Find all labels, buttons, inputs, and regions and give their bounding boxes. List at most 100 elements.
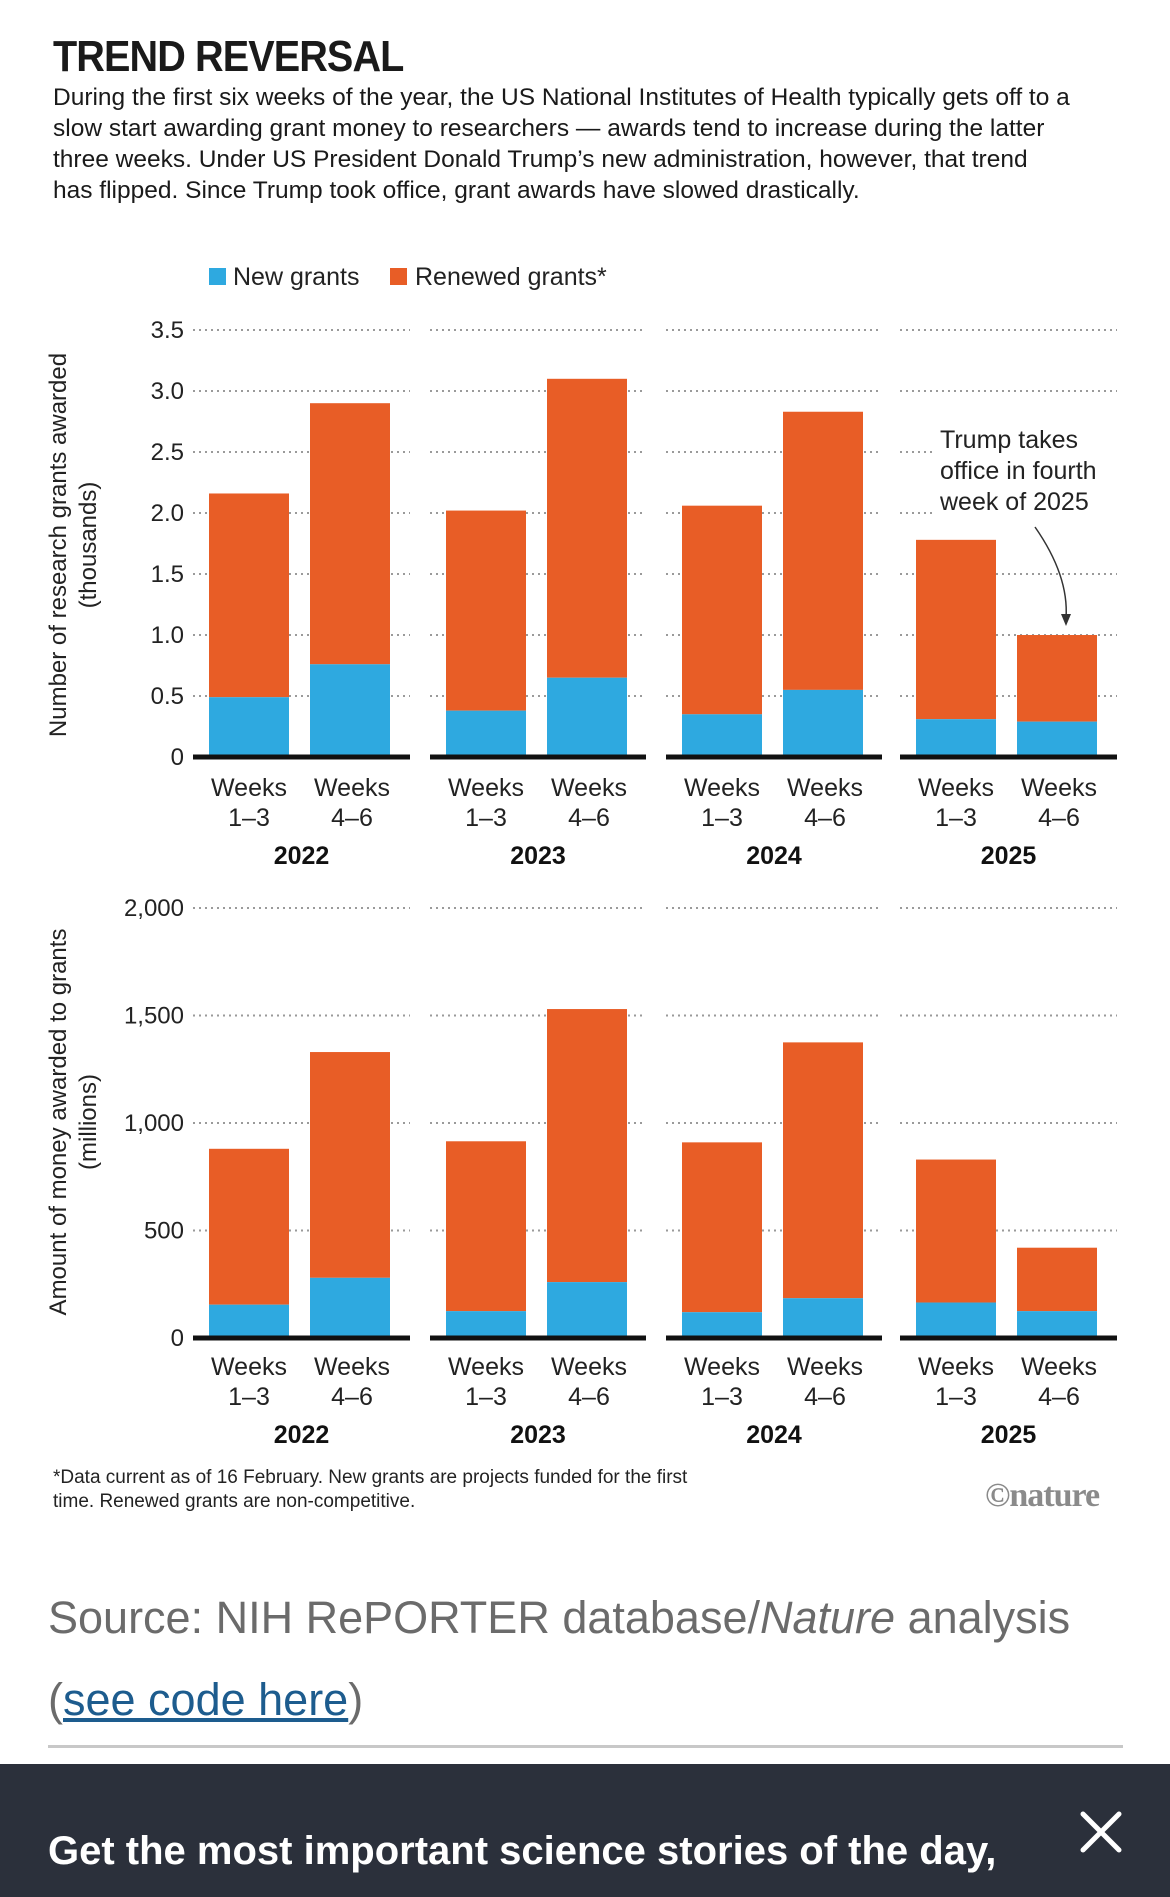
bar-renewed: [1017, 1247, 1097, 1312]
week-label: Weeks: [448, 1353, 524, 1381]
week-label: 4–6: [331, 1383, 373, 1411]
chart-subtitle: During the first six weeks of the year, …: [53, 84, 1070, 204]
source-suffix: analysis: [895, 1592, 1071, 1643]
week-label: 1–3: [701, 1383, 743, 1411]
week-label: 1–3: [465, 1383, 507, 1411]
divider: [48, 1745, 1123, 1748]
bar-renewed: [682, 505, 762, 715]
legend-label-renewed: Renewed grants*: [415, 263, 607, 291]
week-label: Weeks: [211, 1353, 287, 1381]
y-tick-label: 1.0: [151, 622, 184, 649]
bar-renewed: [209, 493, 289, 698]
week-label: Weeks: [314, 1353, 390, 1381]
week-label: Weeks: [918, 1353, 994, 1381]
week-label: 4–6: [568, 1383, 610, 1411]
bar-renewed: [1017, 635, 1097, 722]
bar-new: [446, 710, 526, 757]
y-axis-title: Number of research grants awarded: [45, 353, 72, 737]
bar-renewed: [682, 1142, 762, 1313]
bar-renewed: [547, 378, 627, 678]
y-tick-label: 0.5: [151, 683, 184, 710]
y-tick-label: 1.5: [151, 561, 184, 588]
week-label: Weeks: [684, 1353, 760, 1381]
week-label: 1–3: [228, 804, 270, 832]
week-label: 1–3: [935, 1383, 977, 1411]
y-axis-title: (thousands): [75, 482, 102, 609]
bar-renewed: [916, 539, 996, 720]
chart-title: TREND REVERSAL: [53, 32, 404, 81]
week-label: Weeks: [211, 774, 287, 802]
week-label: Weeks: [918, 774, 994, 802]
bar-renewed: [209, 1148, 289, 1305]
week-label: Weeks: [314, 774, 390, 802]
y-tick-label: 500: [144, 1218, 184, 1245]
bar-new: [916, 1302, 996, 1338]
see-code-link[interactable]: see code here: [63, 1674, 349, 1725]
bar-new: [783, 1298, 863, 1338]
bar-new: [547, 677, 627, 757]
week-label: 4–6: [804, 804, 846, 832]
week-label: Weeks: [1021, 774, 1097, 802]
bar-new: [783, 689, 863, 757]
y-tick-label: 3.5: [151, 317, 184, 344]
week-label: 4–6: [331, 804, 373, 832]
year-label: 2023: [510, 842, 566, 870]
y-tick-label: 0: [171, 744, 184, 771]
bar-renewed: [446, 1141, 526, 1312]
year-label: 2023: [510, 1421, 566, 1449]
close-icon[interactable]: [1075, 1806, 1127, 1858]
year-label: 2022: [274, 842, 330, 870]
bar-renewed: [310, 1052, 390, 1278]
y-axis-title: (millions): [75, 1074, 102, 1170]
week-label: 4–6: [1038, 804, 1080, 832]
bar-new: [916, 719, 996, 757]
source-italic: Nature: [759, 1592, 896, 1643]
bar-new: [1017, 1311, 1097, 1338]
legend-swatch-new: [209, 268, 226, 285]
annotation-arrow: [1034, 526, 1067, 619]
annotation-arrowhead: [1061, 614, 1071, 626]
week-label: Weeks: [551, 774, 627, 802]
y-axis-title: Amount of money awarded to grants: [45, 929, 72, 1316]
year-label: 2025: [981, 842, 1037, 870]
bar-renewed: [783, 411, 863, 690]
bar-new: [547, 1282, 627, 1338]
grants-money-chart: 0 500 1,000 1,500 2,000 Amount of money award…: [45, 895, 1117, 1449]
y-tick-label: 1,000: [124, 1110, 184, 1137]
y-tick-label: 2,000: [124, 895, 184, 922]
bar-renewed: [310, 403, 390, 665]
week-label: 1–3: [701, 804, 743, 832]
bar-new: [1017, 721, 1097, 757]
week-label: 1–3: [935, 804, 977, 832]
annotation-background: [932, 422, 1120, 522]
bar-new: [682, 714, 762, 757]
week-label: 4–6: [1038, 1383, 1080, 1411]
week-label: Weeks: [551, 1353, 627, 1381]
annotation-text: week of 2025: [939, 488, 1089, 516]
figure-canvas: New grants Renewed grants* 0 0.5 1.0 1.5 2.0…: [45, 263, 1120, 1449]
legend-label-new: New grants: [233, 263, 359, 291]
year-label: 2025: [981, 1421, 1037, 1449]
y-tick-label: 3.0: [151, 378, 184, 405]
bar-renewed: [916, 1159, 996, 1303]
week-label: Weeks: [1021, 1353, 1097, 1381]
week-label: 1–3: [465, 804, 507, 832]
newsletter-banner: Get the most important science stories o…: [0, 1764, 1170, 1897]
bar-new: [310, 664, 390, 757]
bar-new: [682, 1312, 762, 1338]
annotation-text: office in fourth: [940, 457, 1097, 485]
bar-new: [209, 1304, 289, 1338]
link-close-paren: ): [348, 1674, 364, 1725]
week-label: Weeks: [684, 774, 760, 802]
source-line: Source: NIH RePORTER database/Nature ana…: [48, 1577, 1138, 1741]
y-tick-label: 2.5: [151, 439, 184, 466]
link-open-paren: (: [48, 1674, 63, 1725]
bar-new: [446, 1311, 526, 1338]
year-label: 2024: [746, 1421, 802, 1449]
week-label: 4–6: [568, 804, 610, 832]
y-tick-label: 1,500: [124, 1003, 184, 1030]
bar-renewed: [446, 510, 526, 711]
legend-swatch-renewed: [390, 268, 407, 285]
bar-renewed: [547, 1009, 627, 1283]
week-label: 4–6: [804, 1383, 846, 1411]
